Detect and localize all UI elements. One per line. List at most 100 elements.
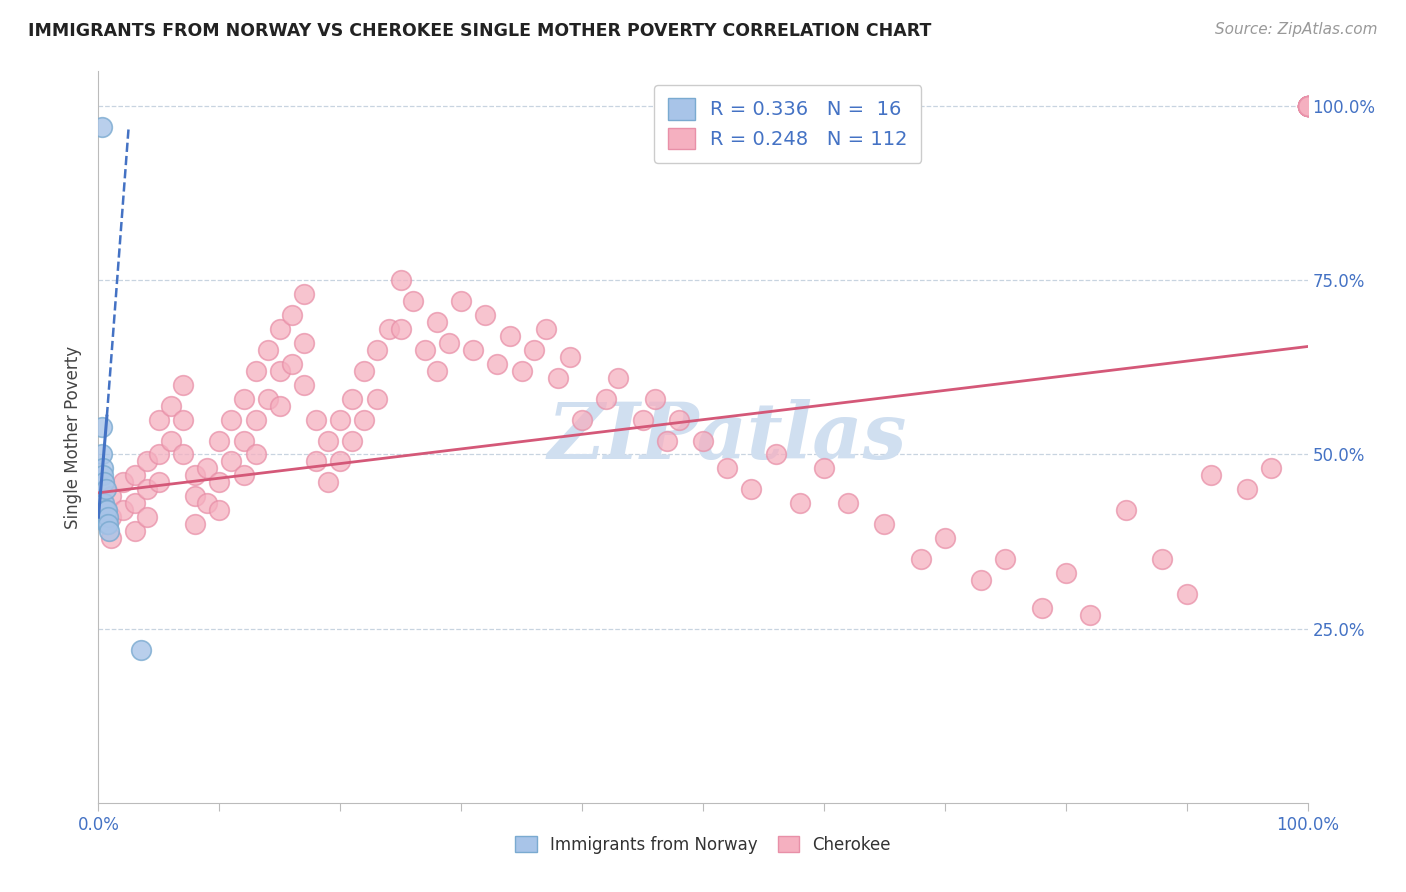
Point [172, 412, 194, 426]
Point [813, 461, 835, 475]
Point [353, 412, 375, 426]
Point [402, 294, 425, 309]
Point [96, 503, 118, 517]
Point [342, 434, 364, 448]
Point [269, 364, 291, 378]
Point [160, 434, 183, 448]
Point [426, 364, 449, 378]
Point [292, 336, 315, 351]
Point [1031, 600, 1053, 615]
Text: ZIPatlas: ZIPatlas [547, 399, 907, 475]
Point [668, 412, 690, 426]
Point [148, 448, 170, 462]
Point [281, 308, 304, 322]
Point [1296, 99, 1319, 113]
Point [172, 377, 194, 392]
Point [160, 399, 183, 413]
Point [426, 315, 449, 329]
Point [96, 517, 118, 532]
Point [245, 412, 267, 426]
Point [934, 531, 956, 545]
Text: Source: ZipAtlas.com: Source: ZipAtlas.com [1215, 22, 1378, 37]
Point [789, 496, 811, 510]
Point [474, 308, 496, 322]
Point [547, 371, 569, 385]
Y-axis label: Single Mother Poverty: Single Mother Poverty [65, 345, 83, 529]
Point [111, 503, 134, 517]
Point [135, 483, 157, 497]
Point [910, 552, 932, 566]
Point [1296, 99, 1319, 113]
Point [1296, 99, 1319, 113]
Point [607, 371, 630, 385]
Point [305, 454, 328, 468]
Point [91, 468, 114, 483]
Point [1199, 468, 1222, 483]
Point [571, 412, 593, 426]
Point [100, 510, 122, 524]
Point [644, 392, 666, 406]
Point [450, 294, 472, 309]
Point [245, 448, 267, 462]
Point [1115, 503, 1137, 517]
Point [765, 448, 787, 462]
Point [232, 392, 254, 406]
Point [148, 475, 170, 490]
Point [366, 343, 388, 357]
Point [97, 510, 120, 524]
Point [366, 392, 388, 406]
Point [510, 364, 533, 378]
Point [292, 287, 315, 301]
Point [994, 552, 1017, 566]
Point [1296, 99, 1319, 113]
Point [1078, 607, 1101, 622]
Legend: Immigrants from Norway, Cherokee: Immigrants from Norway, Cherokee [509, 829, 897, 860]
Point [342, 392, 364, 406]
Point [208, 434, 231, 448]
Point [413, 343, 436, 357]
Point [389, 322, 412, 336]
Point [1054, 566, 1077, 580]
Point [135, 454, 157, 468]
Point [1296, 99, 1319, 113]
Point [970, 573, 993, 587]
Point [129, 642, 152, 657]
Point [184, 468, 207, 483]
Point [221, 454, 243, 468]
Point [353, 364, 375, 378]
Point [486, 357, 509, 371]
Point [316, 475, 339, 490]
Point [256, 392, 278, 406]
Point [281, 357, 304, 371]
Point [329, 454, 352, 468]
Point [91, 120, 114, 134]
Point [716, 461, 738, 475]
Point [1296, 99, 1319, 113]
Point [98, 524, 121, 538]
Point [1236, 483, 1258, 497]
Point [329, 412, 352, 426]
Point [534, 322, 557, 336]
Point [184, 517, 207, 532]
Point [97, 517, 120, 532]
Point [269, 399, 291, 413]
Point [1296, 99, 1319, 113]
Point [1296, 99, 1319, 113]
Point [269, 322, 291, 336]
Point [1296, 99, 1319, 113]
Point [377, 322, 399, 336]
Point [91, 448, 114, 462]
Point [1152, 552, 1174, 566]
Point [389, 273, 412, 287]
Point [1296, 99, 1319, 113]
Point [148, 412, 170, 426]
Point [740, 483, 762, 497]
Point [1260, 461, 1282, 475]
Point [172, 448, 194, 462]
Point [91, 419, 114, 434]
Text: IMMIGRANTS FROM NORWAY VS CHEROKEE SINGLE MOTHER POVERTY CORRELATION CHART: IMMIGRANTS FROM NORWAY VS CHEROKEE SINGL… [28, 22, 932, 40]
Point [184, 489, 207, 503]
Point [498, 329, 520, 343]
Point [1296, 99, 1319, 113]
Point [195, 461, 218, 475]
